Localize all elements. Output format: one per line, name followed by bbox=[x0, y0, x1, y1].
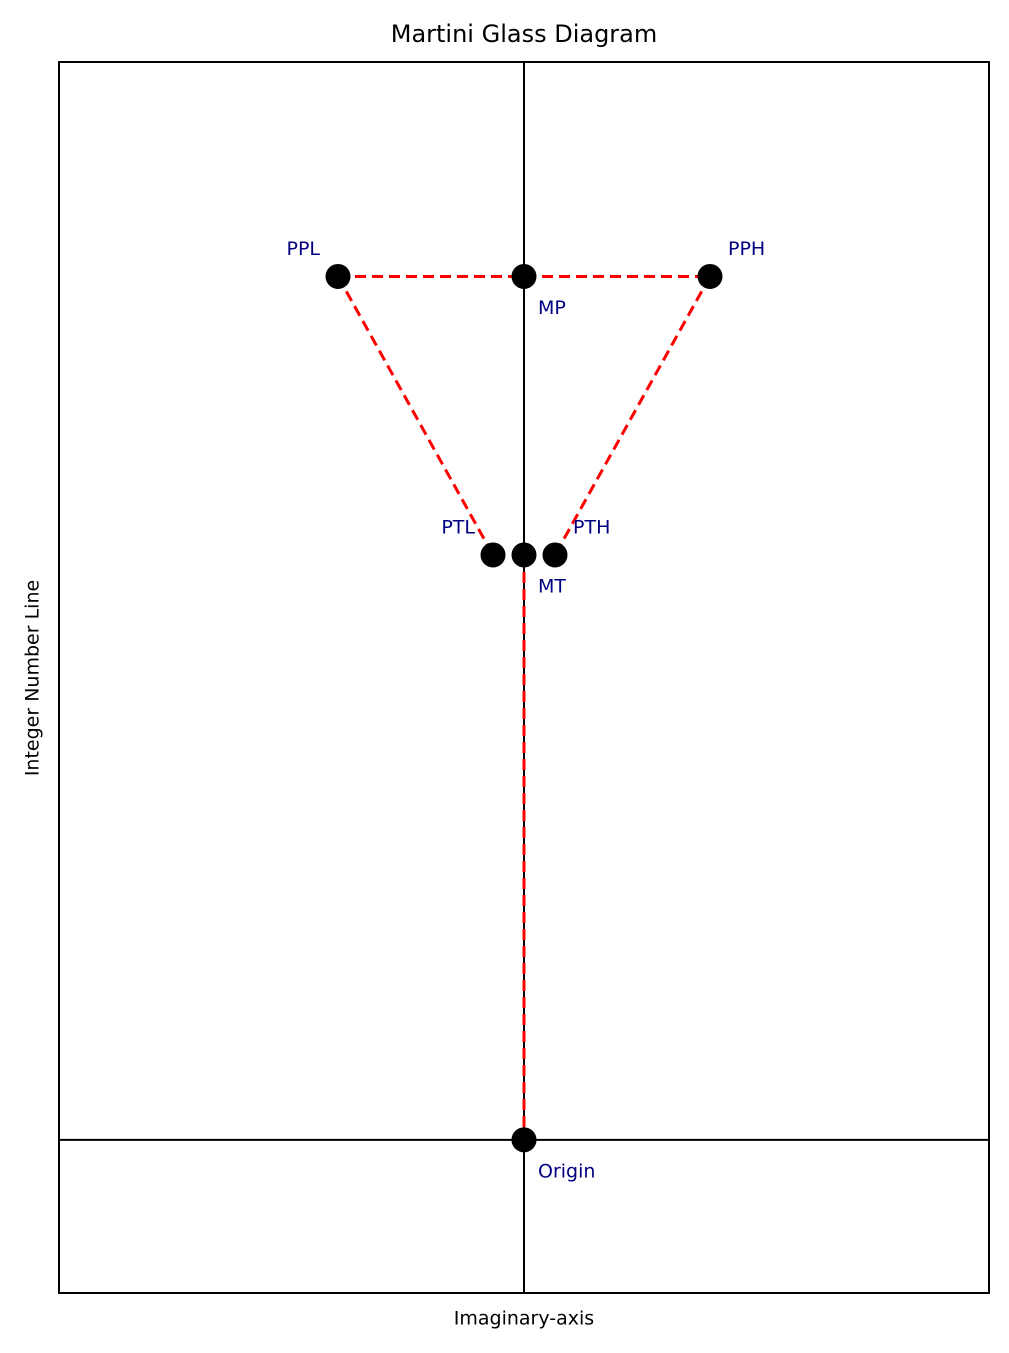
y-axis-label: Integer Number Line bbox=[22, 580, 44, 776]
point bbox=[511, 263, 537, 289]
x-axis-label: Imaginary-axis bbox=[454, 1308, 594, 1330]
point-label: PTL bbox=[441, 516, 475, 538]
point-label: MT bbox=[538, 575, 566, 597]
point bbox=[511, 542, 537, 568]
point bbox=[542, 542, 568, 568]
point bbox=[511, 1127, 537, 1153]
point bbox=[697, 263, 723, 289]
point-label: PTH bbox=[573, 516, 610, 538]
point-label: Origin bbox=[538, 1160, 595, 1182]
chart-title: Martini Glass Diagram bbox=[391, 20, 658, 48]
connector-line bbox=[336, 275, 495, 556]
point-label: MP bbox=[538, 297, 566, 319]
point-label: PPL bbox=[286, 238, 320, 260]
connector-line bbox=[553, 275, 712, 556]
point-label: PPH bbox=[728, 238, 765, 260]
point bbox=[480, 542, 506, 568]
point bbox=[325, 263, 351, 289]
